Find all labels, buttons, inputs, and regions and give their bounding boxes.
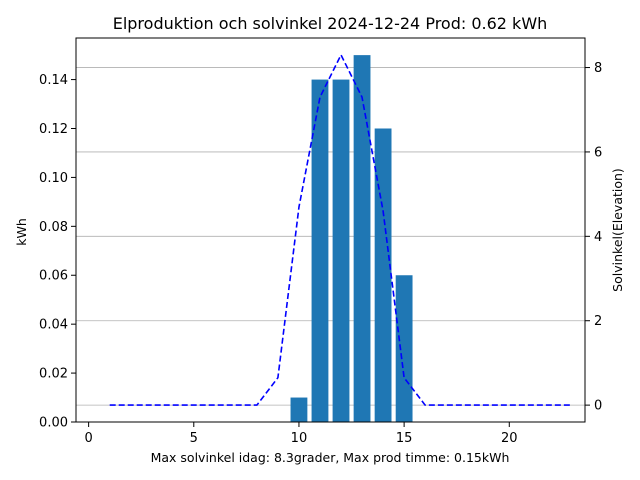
x-tick-label: 5 (190, 431, 198, 446)
x-tick-label: 15 (396, 431, 413, 446)
bar (353, 55, 371, 422)
x-axis-label: Max solvinkel idag: 8.3grader, Max prod … (151, 450, 510, 465)
bars (290, 55, 413, 422)
y-tick-label: 0.12 (39, 122, 68, 137)
bar (311, 79, 329, 422)
y-tick-label: 0.08 (39, 220, 68, 235)
y-tick-label: 0.06 (39, 269, 68, 284)
plot-frame (75, 37, 586, 423)
y2-tick-label: 8 (594, 61, 602, 76)
x-tick-label: 20 (501, 431, 518, 446)
bar (290, 397, 308, 422)
bar (332, 79, 350, 422)
y-tick-label: 0.14 (39, 73, 68, 88)
y-axis-left: 0.00 0.02 0.04 0.06 0.08 0.10 0.12 0.14 (39, 73, 76, 431)
chart-title: Elproduktion och solvinkel 2024-12-24 Pr… (113, 14, 548, 33)
y-tick-label: 0.10 (39, 171, 68, 186)
x-tick-label: 0 (84, 431, 92, 446)
x-axis: 0 5 10 15 20 (84, 422, 518, 446)
y-tick-label: 0.04 (39, 318, 68, 333)
y2-tick-label: 4 (594, 230, 602, 245)
bar (374, 128, 392, 422)
y-tick-label: 0.00 (39, 416, 68, 431)
y2-tick-label: 0 (594, 399, 602, 414)
y2-tick-label: 2 (594, 314, 602, 329)
x-tick-label: 10 (291, 431, 308, 446)
y-tick-label: 0.02 (39, 367, 68, 382)
bar (395, 275, 413, 422)
y2-tick-label: 6 (594, 145, 602, 160)
y-axis-right: 0 2 4 6 8 (585, 61, 602, 414)
y-axis-label: kWh (14, 218, 29, 246)
elevation-line (109, 53, 573, 406)
grid (76, 67, 585, 406)
y2-axis-label: Solvinkel(Elevation) (610, 168, 625, 292)
